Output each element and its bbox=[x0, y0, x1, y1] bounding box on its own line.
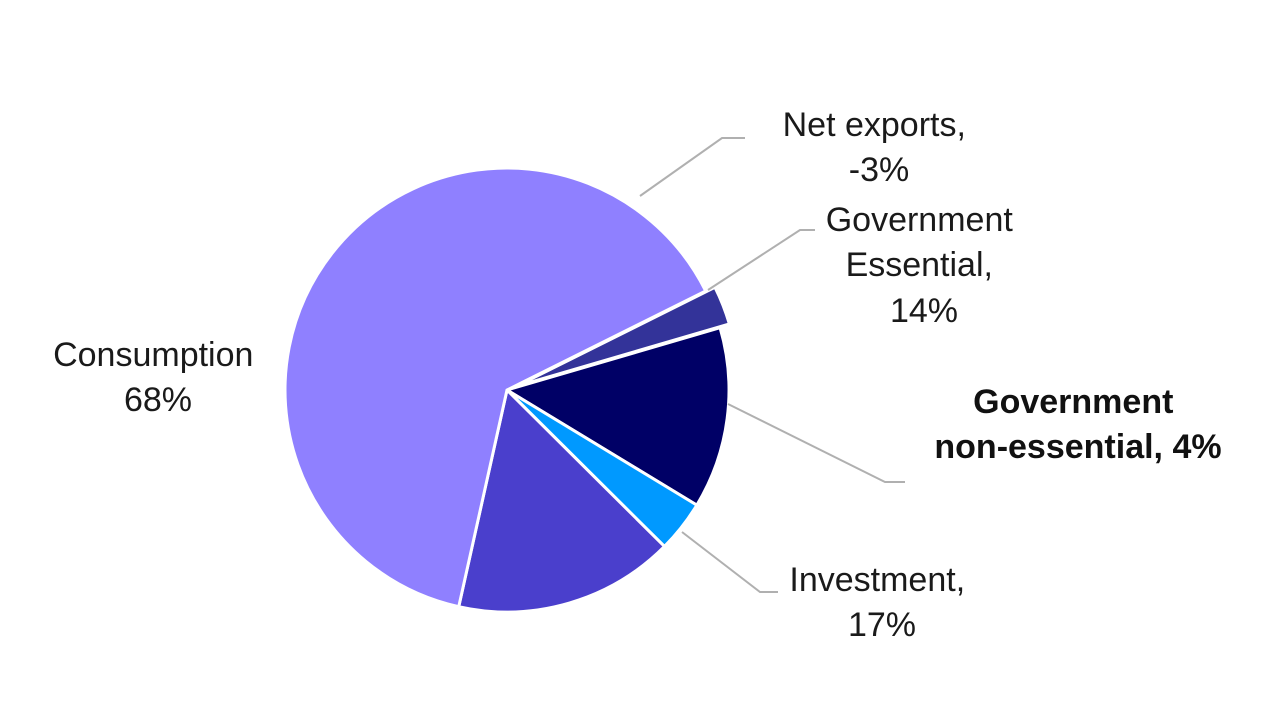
label-gov-nonessential-line1: Government bbox=[973, 383, 1173, 421]
pie-slice-investment bbox=[456, 387, 667, 614]
label-consumption-line1: Consumption bbox=[53, 336, 253, 374]
leader-line-gov-essential bbox=[707, 229, 815, 291]
label-gov-essential-line2: Essential, bbox=[846, 246, 993, 284]
label-gov-essential-line1: Government bbox=[826, 201, 1014, 239]
pie-slice-government-essential bbox=[503, 325, 731, 508]
pie-slices bbox=[283, 166, 732, 614]
label-consumption: Consumption 68% bbox=[53, 336, 263, 419]
leader-line-gov-nonessential bbox=[727, 403, 905, 483]
data-labels: Net exports, -3% Government Essential, 1… bbox=[53, 106, 1222, 644]
label-consumption-line2: 68% bbox=[124, 381, 192, 419]
leader-line-investment bbox=[681, 531, 778, 593]
label-net-exports-line2: -3% bbox=[849, 151, 909, 189]
leader-lines bbox=[639, 137, 905, 593]
leader-line-net-exports bbox=[639, 137, 745, 197]
label-gov-essential: Government Essential, 14% bbox=[826, 201, 1023, 330]
label-net-exports-line1: Net exports, bbox=[783, 106, 966, 144]
label-gov-essential-line3: 14% bbox=[890, 292, 958, 330]
label-gov-nonessential-line2: non-essential, 4% bbox=[934, 428, 1221, 466]
label-net-exports: Net exports, -3% bbox=[783, 106, 976, 189]
label-investment: Investment, 17% bbox=[789, 561, 974, 644]
label-investment-line2: 17% bbox=[848, 606, 916, 644]
label-gov-nonessential: Government non-essential, 4% bbox=[934, 383, 1221, 466]
pie-slice-consumption bbox=[283, 166, 708, 609]
pie-slice-net-exports bbox=[515, 285, 732, 388]
label-investment-line1: Investment, bbox=[789, 561, 965, 599]
